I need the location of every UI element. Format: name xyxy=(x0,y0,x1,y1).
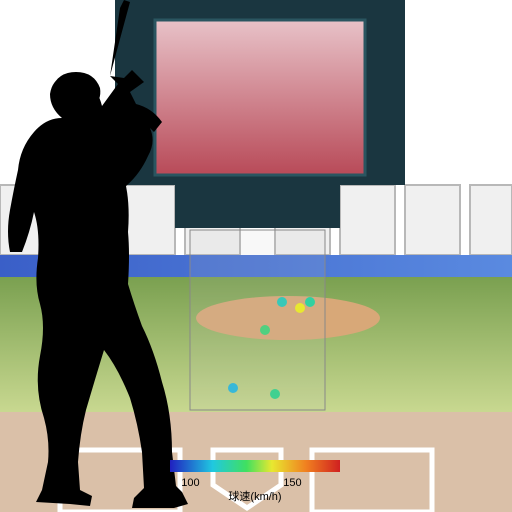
stand-segment xyxy=(405,185,460,255)
pitch-marker xyxy=(260,325,270,335)
pitch-marker xyxy=(277,297,287,307)
scoreboard-base xyxy=(175,185,340,228)
pitch-marker xyxy=(295,303,305,313)
colorbar-tick-label: 150 xyxy=(283,477,301,489)
colorbar-axis-label: 球速(km/h) xyxy=(228,489,281,503)
pitch-chart-stage: 100 150球速(km/h) xyxy=(0,0,512,512)
stand-segment xyxy=(470,185,512,255)
stand-segment xyxy=(340,185,395,255)
pitch-marker xyxy=(270,389,280,399)
pitch-marker xyxy=(228,383,238,393)
colorbar xyxy=(170,460,340,472)
pitch-marker xyxy=(305,297,315,307)
scoreboard-screen xyxy=(155,20,365,175)
strike-zone xyxy=(190,230,325,410)
colorbar-tick-label: 100 xyxy=(181,477,199,489)
